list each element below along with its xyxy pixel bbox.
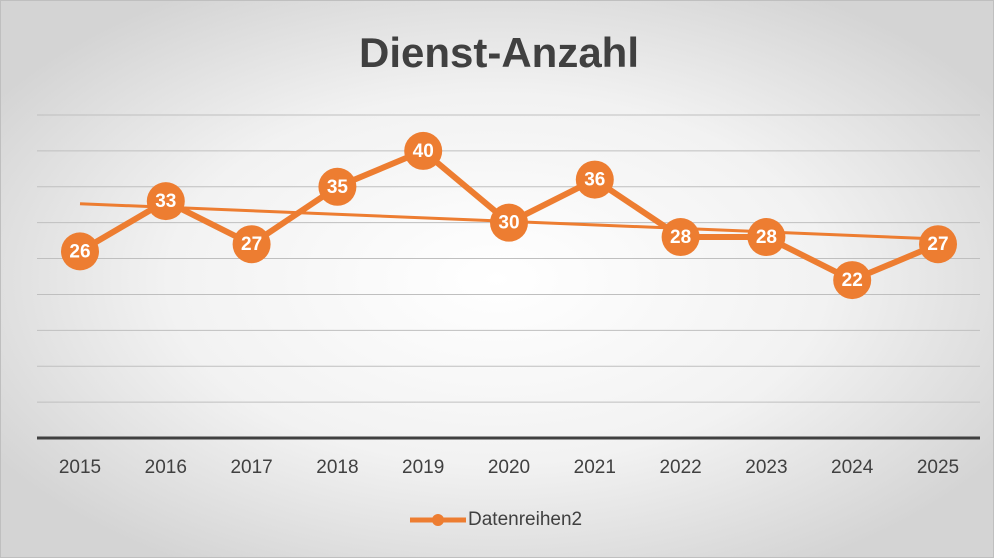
marker: [575, 160, 614, 199]
data-label: 28: [670, 227, 691, 248]
marker: [318, 167, 357, 206]
marker: [661, 218, 700, 257]
marker: [404, 131, 443, 170]
marker: [61, 232, 99, 271]
data-label: 22: [842, 270, 863, 291]
marker: [490, 203, 528, 242]
x-tick-label: 2019: [402, 457, 444, 478]
x-tick-label: 2018: [316, 457, 358, 478]
data-label: 27: [927, 234, 948, 255]
data-label: 35: [327, 177, 349, 198]
data-label: 30: [498, 213, 519, 234]
marker: [833, 261, 872, 300]
data-label: 26: [69, 241, 90, 262]
marker: [747, 218, 786, 257]
x-tick-label: 2023: [745, 457, 787, 478]
x-tick-label: 2015: [59, 457, 101, 478]
x-tick-label: 2021: [574, 457, 616, 478]
legend-marker: [432, 514, 444, 526]
x-tick-label: 2017: [230, 457, 272, 478]
x-tick-label: 2025: [917, 457, 959, 478]
data-label: 36: [584, 170, 605, 191]
x-tick-label: 2020: [488, 457, 530, 478]
x-tick-label: 2016: [145, 457, 187, 478]
x-tick-label: 2022: [659, 457, 701, 478]
legend-label: Datenreihen2: [468, 509, 582, 530]
marker: [919, 225, 957, 264]
chart-title: Dienst-Anzahl: [359, 29, 639, 76]
marker: [146, 182, 185, 221]
data-label: 33: [155, 191, 176, 212]
data-label: 28: [756, 227, 777, 248]
marker: [232, 225, 271, 264]
data-label: 40: [413, 141, 434, 162]
x-tick-label: 2024: [831, 457, 874, 478]
data-label: 27: [241, 234, 262, 255]
